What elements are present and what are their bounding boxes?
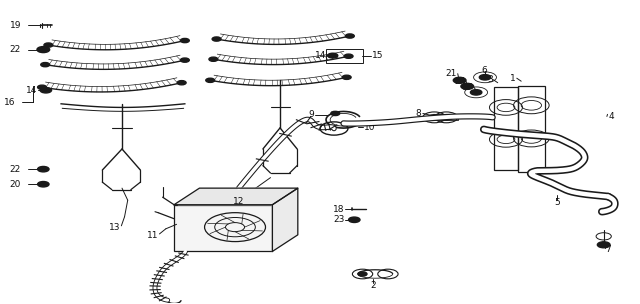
Text: 7: 7 <box>605 245 611 254</box>
Circle shape <box>479 74 491 80</box>
Text: 18: 18 <box>333 205 345 214</box>
Text: 2: 2 <box>371 281 376 290</box>
Circle shape <box>470 90 482 95</box>
Text: 22: 22 <box>10 165 21 174</box>
Circle shape <box>453 77 466 83</box>
Text: 10: 10 <box>364 123 376 132</box>
Text: 24: 24 <box>454 77 465 86</box>
Circle shape <box>180 38 189 43</box>
Circle shape <box>461 83 474 89</box>
Bar <box>518 86 545 171</box>
Text: 23: 23 <box>333 215 345 224</box>
Text: 8: 8 <box>416 109 422 118</box>
Text: 17: 17 <box>462 83 474 92</box>
Circle shape <box>38 181 49 187</box>
Circle shape <box>40 88 52 93</box>
Circle shape <box>331 111 340 116</box>
Text: 22: 22 <box>10 45 21 54</box>
Text: 5: 5 <box>554 198 560 207</box>
Text: 14: 14 <box>315 51 326 60</box>
Circle shape <box>358 272 367 276</box>
Circle shape <box>597 242 610 248</box>
Circle shape <box>342 75 351 79</box>
Bar <box>494 87 518 170</box>
Circle shape <box>212 37 221 41</box>
Text: 6: 6 <box>481 66 487 75</box>
Circle shape <box>41 63 50 67</box>
Circle shape <box>44 43 53 47</box>
Circle shape <box>37 47 50 53</box>
Text: 20: 20 <box>10 180 21 189</box>
Text: 16: 16 <box>4 98 15 107</box>
Polygon shape <box>273 188 298 251</box>
Circle shape <box>38 85 47 89</box>
Text: 11: 11 <box>147 231 158 240</box>
Bar <box>174 205 273 251</box>
Circle shape <box>177 81 186 85</box>
Text: 14: 14 <box>26 86 37 95</box>
Circle shape <box>180 58 189 62</box>
Circle shape <box>209 57 218 61</box>
Text: 9: 9 <box>308 110 314 119</box>
Polygon shape <box>174 188 298 205</box>
Circle shape <box>206 78 214 82</box>
Circle shape <box>328 53 338 58</box>
Text: 12: 12 <box>232 197 244 206</box>
Circle shape <box>38 167 49 172</box>
Circle shape <box>344 54 353 58</box>
Text: 3: 3 <box>487 75 493 84</box>
Text: 4: 4 <box>608 112 614 121</box>
Bar <box>433 114 458 120</box>
Circle shape <box>346 34 355 38</box>
Text: 13: 13 <box>109 223 120 232</box>
Text: 21: 21 <box>445 69 457 78</box>
Text: 19: 19 <box>10 21 21 30</box>
Circle shape <box>349 217 360 223</box>
Text: 1: 1 <box>510 74 516 83</box>
Text: 15: 15 <box>372 51 383 60</box>
